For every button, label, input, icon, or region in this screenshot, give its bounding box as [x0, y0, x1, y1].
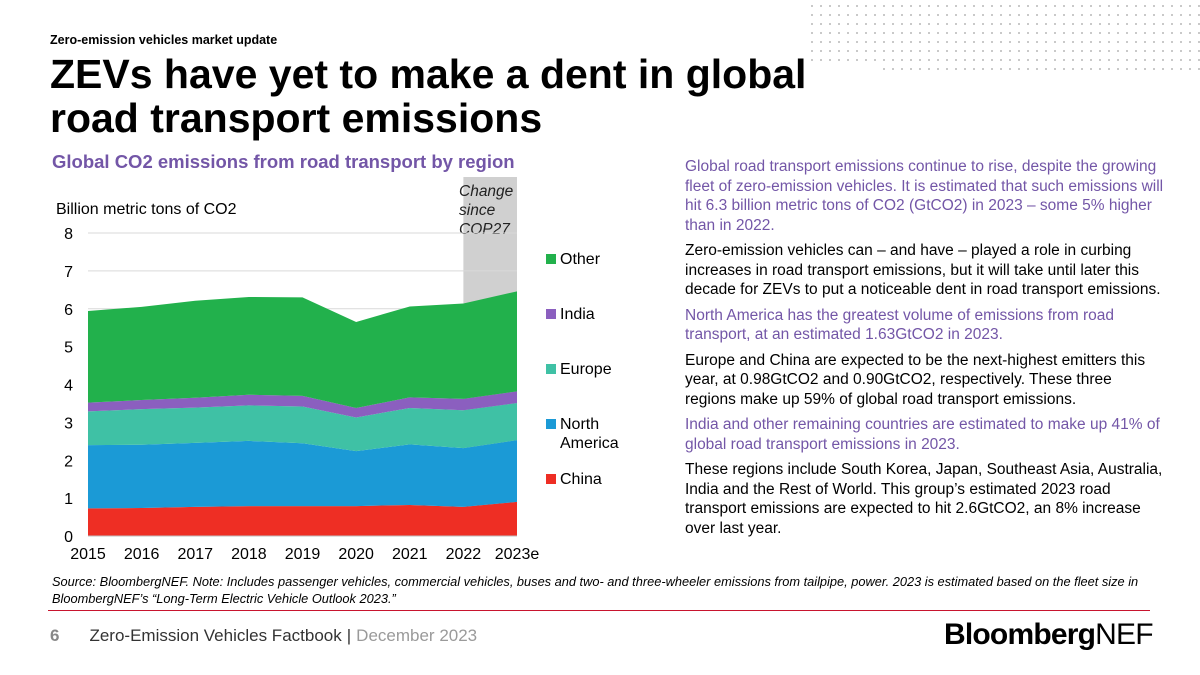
page-number: 6 — [50, 626, 60, 645]
x-tick-label: 2022 — [446, 546, 482, 563]
x-tick-label: 2019 — [285, 546, 321, 563]
annotation-text: COP27 — [459, 221, 511, 238]
commentary: Global road transport emissions continue… — [685, 157, 1165, 544]
annotation-text: Change — [459, 183, 514, 200]
paragraph-4: Europe and China are expected to be the … — [685, 351, 1146, 408]
legend-label: America — [560, 435, 619, 452]
y-tick-label: 0 — [64, 529, 73, 546]
y-tick-label: 7 — [64, 264, 73, 281]
legend-swatch — [546, 309, 556, 319]
y-tick-label: 3 — [64, 415, 73, 432]
paragraph-5: India and other remaining countries are … — [685, 416, 1160, 453]
x-tick-label: 2021 — [392, 546, 428, 563]
footer-separator: | — [346, 626, 352, 645]
logo-main: Bloomberg — [944, 618, 1096, 651]
area-series-group — [88, 291, 517, 536]
annotation-text: since — [459, 202, 496, 219]
bloombergnef-logo: BloombergNEF — [944, 618, 1154, 652]
footer-date: December 2023 — [356, 626, 478, 645]
legend-label: Other — [560, 251, 601, 268]
area-other — [88, 291, 517, 408]
source-note: Source: BloombergNEF. Note: Includes pas… — [52, 574, 1139, 606]
footer-rule — [48, 610, 1150, 611]
paragraph-3: North America has the greatest volume of… — [685, 306, 1115, 344]
footer: 6 Zero-Emission Vehicles Factbook | Decembe… — [50, 626, 477, 646]
area-north-america — [88, 440, 517, 509]
legend-label: India — [560, 306, 595, 323]
y-tick-label: 8 — [64, 226, 73, 243]
legend-swatch — [546, 364, 556, 374]
paragraph-6: These regions include South Korea, Japan… — [685, 461, 1163, 537]
legend-swatch — [546, 419, 556, 429]
kicker: Zero-emission vehicles market update — [50, 33, 278, 47]
legend-label: China — [560, 471, 602, 488]
y-tick-label: 5 — [64, 340, 73, 357]
legend-label: Europe — [560, 361, 612, 378]
legend-label: North — [560, 416, 599, 433]
area-europe — [88, 403, 517, 452]
x-tick-label: 2016 — [124, 546, 160, 563]
chart-title: Global CO2 emissions from road transport… — [52, 151, 515, 172]
y-tick-label: 4 — [64, 378, 73, 395]
logo-suffix: NEF — [1095, 618, 1153, 651]
y-axis-label: Billion metric tons of CO2 — [56, 201, 237, 218]
y-tick-label: 6 — [64, 302, 73, 319]
page-title: ZEVs have yet to make a dent in global r… — [50, 51, 807, 141]
area-india — [88, 391, 517, 418]
x-tick-label: 2020 — [338, 546, 374, 563]
x-tick-label: 2015 — [70, 546, 106, 563]
x-tick-label: 2023e — [495, 546, 540, 563]
x-tick-label: 2018 — [231, 546, 267, 563]
y-tick-label: 2 — [64, 453, 73, 470]
publication-name: Zero-Emission Vehicles Factbook — [89, 626, 342, 645]
y-tick-label: 1 — [64, 491, 73, 508]
paragraph-1: Global road transport emissions continue… — [685, 158, 1164, 234]
legend-swatch — [546, 254, 556, 264]
area-china — [88, 501, 517, 536]
decorative-dot-grid — [811, 5, 1200, 70]
x-tick-label: 2017 — [177, 546, 213, 563]
legend-swatch — [546, 474, 556, 484]
paragraph-2: Zero-emission vehicles can – and have – … — [685, 242, 1161, 298]
